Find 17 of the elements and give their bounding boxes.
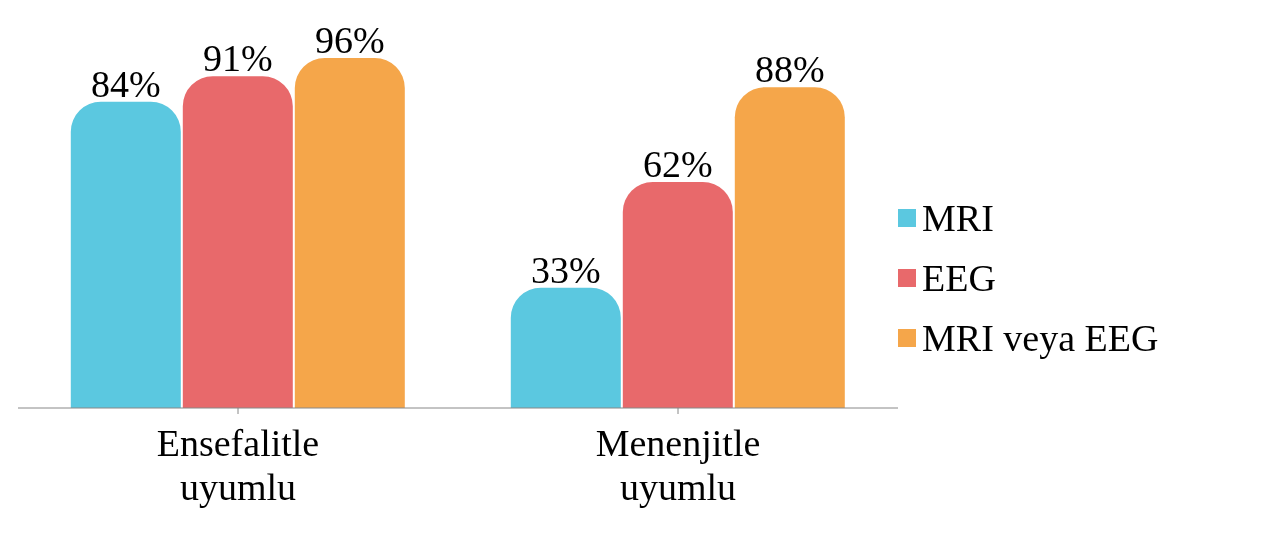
x-tick-label: Ensefalitle uyumlu xyxy=(156,422,320,508)
x-tick-label: Menenjitle uyumlu xyxy=(595,422,761,508)
legend-label: EEG xyxy=(922,256,996,301)
data-label: 33% xyxy=(530,248,601,291)
bar xyxy=(294,58,405,408)
bar xyxy=(182,76,293,408)
data-label: 96% xyxy=(314,19,385,61)
data-label: 84% xyxy=(90,62,161,105)
legend-label: MRI xyxy=(922,196,994,241)
bar xyxy=(510,287,621,408)
legend-label: MRI veya EEG xyxy=(922,316,1159,361)
data-label: 91% xyxy=(202,37,273,80)
bar xyxy=(622,181,733,408)
bar xyxy=(70,101,181,408)
bar xyxy=(734,87,845,408)
data-label: 88% xyxy=(754,48,825,91)
data-label: 62% xyxy=(642,142,713,185)
